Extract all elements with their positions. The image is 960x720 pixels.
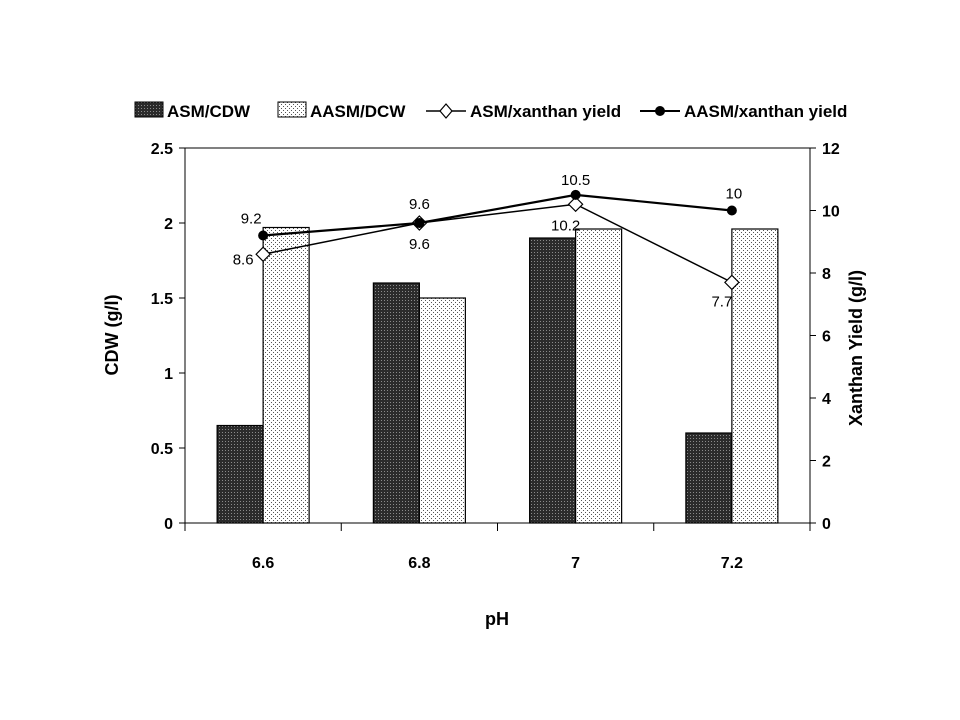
data-label: 10.5 [561,172,590,189]
y2-tick-label: 6 [822,329,831,346]
x-tick-label: 7 [571,555,580,572]
bar-aasm-dcw [731,228,779,524]
line-asm-xanthan [262,203,733,284]
bar-aasm-dcw [262,226,310,524]
y-tick-label: 2.5 [151,141,173,158]
y2-tick-label: 8 [822,266,831,283]
bar-aasm-dcw [575,228,623,524]
y2-tick-label: 12 [822,141,840,158]
legend-item-asm-cdw: ASM/CDW [134,101,251,121]
y-tick-label: 2 [164,216,173,233]
y-tick-label: 0 [164,516,173,533]
bars [216,226,779,524]
point-asm-xanthan [724,274,740,291]
point-aasm-xanthan [570,189,581,200]
legend-swatch-aasm-dcw [277,101,307,118]
data-label: 7.7 [711,293,732,310]
point-aasm-xanthan [414,218,425,228]
data-label: 10.2 [551,217,580,234]
axes: 0 0.5 1 1.5 2 2.5 0 2 4 6 8 10 12 6.6 6.8 7 7.2 [151,141,840,572]
legend-label-asm-xanthan: ASM/xanthan yield [470,102,621,121]
legend-item-aasm-dcw: AASM/DCW [277,101,406,121]
y2-tick-label: 2 [822,454,831,471]
y2-tick-label: 4 [822,391,831,408]
point-aasm-xanthan [258,230,269,241]
data-label: 9.2 [241,211,262,228]
y2-tick-label: 0 [822,516,831,533]
bar-asm-cdw [216,424,264,524]
legend-label-asm-cdw: ASM/CDW [167,102,251,121]
x-tick-label: 6.6 [252,555,274,572]
y2-tick-label: 10 [822,204,840,221]
legend-item-aasm-xanthan: AASM/xanthan yield [640,102,847,121]
data-labels: 8.6 9.6 10.2 7.7 9.2 9.6 10.5 10 [233,172,743,311]
x-tick-label: 7.2 [721,555,743,572]
legend-marker-aasm-xanthan [655,106,665,116]
data-label: 9.6 [409,196,430,213]
bar-asm-cdw [685,432,733,524]
data-label: 9.6 [409,236,430,253]
bar-asm-cdw [529,237,577,524]
point-asm-xanthan [567,196,584,213]
legend-marker-asm-xanthan [439,103,453,119]
data-label: 10 [726,186,743,203]
legend-label-aasm-dcw: AASM/DCW [310,102,406,121]
legend-swatch-asm-cdw [134,101,164,118]
series-lines [255,189,740,291]
x-tick-label: 6.8 [408,555,430,572]
legend-item-asm-xanthan: ASM/xanthan yield [426,102,621,121]
point-asm-xanthan [255,246,271,263]
y-tick-label: 1 [164,366,173,383]
y-tick-label: 1.5 [151,291,173,308]
x-axis-title: pH [485,609,509,629]
legend-label-aasm-xanthan: AASM/xanthan yield [684,102,847,121]
bar-asm-cdw [372,282,420,524]
y2-axis-title: Xanthan Yield (g/l) [846,270,866,426]
y-tick-label: 0.5 [151,441,173,458]
point-aasm-xanthan [726,205,737,216]
y-axis-title: CDW (g/l) [102,295,122,376]
legend: ASM/CDW AASM/DCW ASM/xanthan yield AASM/… [134,101,847,121]
bar-aasm-dcw [418,297,466,524]
line-aasm-xanthan [263,193,732,237]
data-label: 8.6 [233,251,254,268]
